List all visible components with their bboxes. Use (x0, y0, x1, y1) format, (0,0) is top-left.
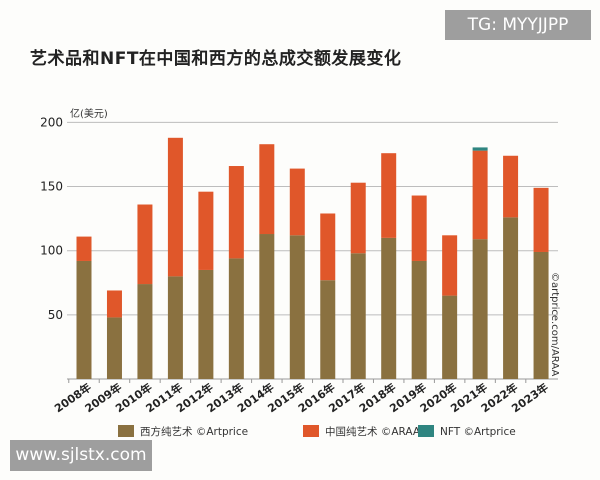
y-tick-label: 200 (40, 115, 63, 129)
bar-segment-0-2010年 (137, 284, 153, 379)
bar-segment-0-2019年 (411, 260, 427, 379)
bar-segment-0-2017年 (350, 253, 366, 379)
bar-segment-1-2017年 (350, 182, 366, 254)
bar-segment-0-2018年 (381, 237, 397, 379)
bar-segment-0-2013年 (228, 258, 244, 379)
bar-segment-1-2010年 (137, 204, 153, 285)
y-axis-label: 亿(美元) (70, 107, 108, 120)
legend-swatch (303, 425, 319, 437)
bar-segment-0-2012年 (198, 269, 214, 379)
y-tick-label: 150 (40, 180, 63, 194)
bar-segment-0-2023年 (533, 251, 549, 379)
bar-segment-1-2016年 (320, 213, 336, 281)
bar-segment-1-2018年 (381, 153, 397, 238)
bar-segment-0-2009年 (106, 317, 122, 379)
legend-swatch (118, 425, 134, 437)
legend-label: 西方纯艺术 ©Artprice (140, 425, 248, 438)
bar-segment-0-2014年 (259, 234, 275, 379)
bar-segment-0-2021年 (472, 239, 488, 379)
bar-segment-1-2021年 (472, 150, 488, 240)
bar-segment-0-2008年 (76, 260, 92, 379)
bar-segment-1-2015年 (289, 168, 305, 236)
bar-segment-0-2015年 (289, 235, 305, 379)
y-tick-label: 50 (48, 308, 63, 322)
bar-segment-1-2019年 (411, 195, 427, 261)
legend-label: NFT ©Artprice (440, 426, 516, 438)
bar-segment-2-2021年 (472, 147, 488, 151)
bar-segment-0-2011年 (167, 276, 183, 379)
watermark-bottom-left: www.sjlstx.com (10, 440, 152, 471)
bar-segment-0-2020年 (442, 295, 458, 379)
bar-segment-1-2013年 (228, 166, 244, 259)
source-note: ©artprice.com/ARAA (549, 272, 560, 376)
bar-segment-1-2012年 (198, 191, 214, 270)
bar-segment-1-2020年 (442, 235, 458, 296)
chart-title: 艺术品和NFT在中国和西方的总成交额发展变化 (30, 49, 402, 69)
y-tick-label: 100 (40, 244, 63, 258)
bar-segment-0-2022年 (503, 217, 519, 379)
legend-label: 中国纯艺术 ©ARAA (325, 425, 421, 438)
bar-segment-1-2022年 (503, 155, 519, 218)
bar-segment-0-2016年 (320, 280, 336, 379)
bar-segment-1-2023年 (533, 187, 549, 252)
legend-swatch (418, 425, 434, 437)
bar-segment-1-2011年 (167, 137, 183, 277)
bar-segment-1-2014年 (259, 144, 275, 235)
watermark-top-right: TG: MYYJJPP (445, 10, 591, 40)
bar-segment-1-2008年 (76, 236, 92, 261)
bar-segment-1-2009年 (106, 290, 122, 318)
